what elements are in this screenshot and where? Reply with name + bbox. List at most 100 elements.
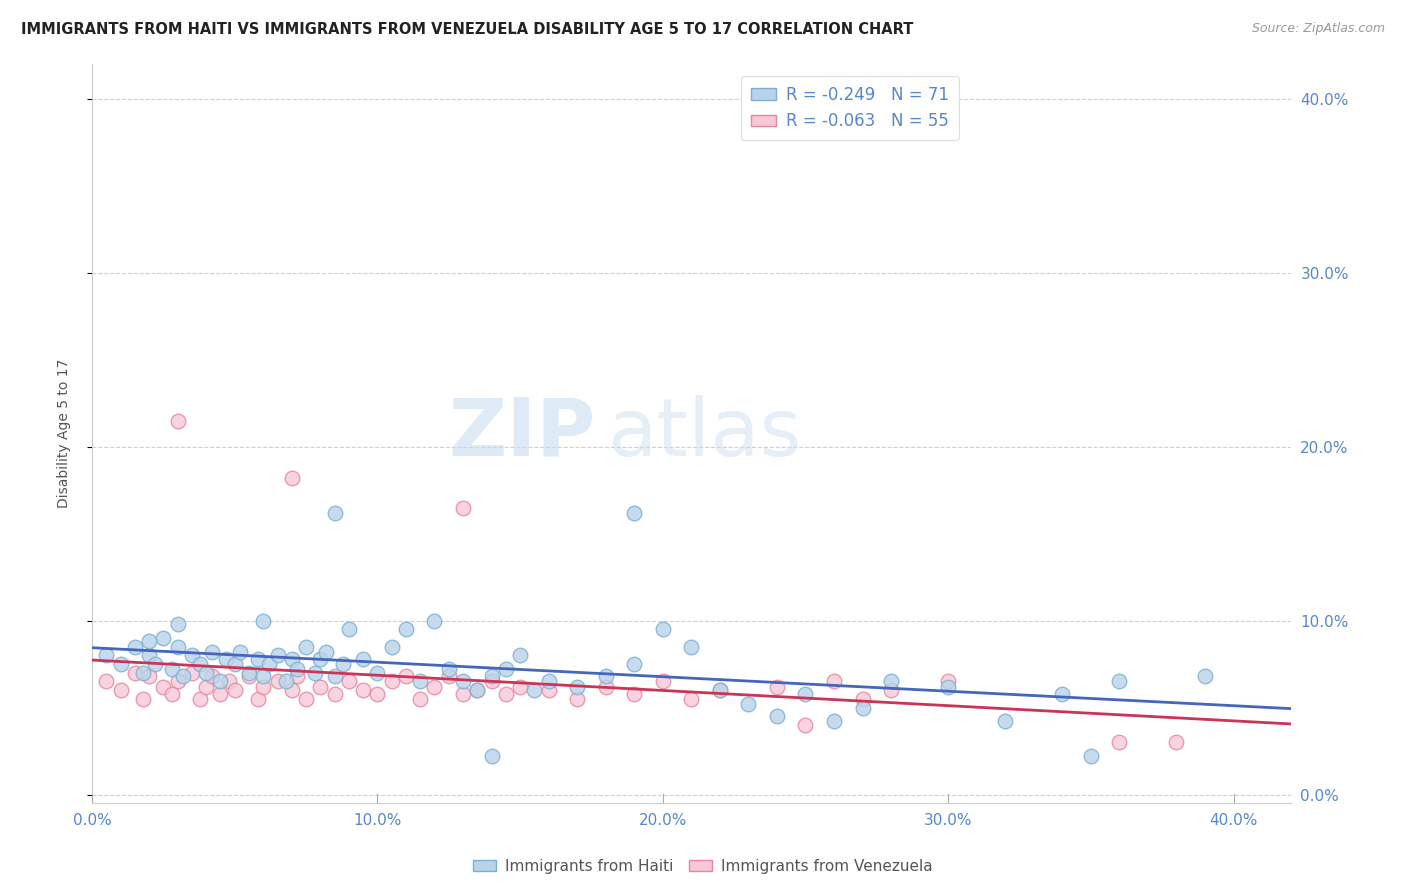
Point <box>395 669 418 683</box>
Point <box>537 674 560 689</box>
Text: ZIP: ZIP <box>449 394 595 473</box>
Point <box>437 669 460 683</box>
Point <box>252 680 274 694</box>
Point <box>332 657 354 671</box>
Point <box>152 631 174 645</box>
Point <box>495 687 517 701</box>
Point <box>409 691 432 706</box>
Point <box>381 640 404 654</box>
Point <box>451 687 474 701</box>
Point <box>252 669 274 683</box>
Point <box>195 680 218 694</box>
Point <box>366 687 388 701</box>
Point <box>266 674 288 689</box>
Point <box>166 617 188 632</box>
Point <box>138 634 160 648</box>
Point <box>709 683 731 698</box>
Point <box>281 683 304 698</box>
Point <box>190 691 212 706</box>
Point <box>451 500 474 515</box>
Point <box>209 674 232 689</box>
Point <box>737 697 759 711</box>
Point <box>281 471 304 485</box>
Y-axis label: Disability Age 5 to 17: Disability Age 5 to 17 <box>58 359 72 508</box>
Point <box>160 687 183 701</box>
Point <box>215 652 238 666</box>
Point <box>323 687 346 701</box>
Point <box>823 674 845 689</box>
Point <box>246 652 269 666</box>
Point <box>160 662 183 676</box>
Point <box>595 669 617 683</box>
Point <box>281 652 304 666</box>
Legend: R = -0.249   N = 71, R = -0.063   N = 55: R = -0.249 N = 71, R = -0.063 N = 55 <box>741 76 959 140</box>
Point <box>481 749 503 764</box>
Point <box>423 614 446 628</box>
Point <box>180 665 202 680</box>
Point <box>623 657 645 671</box>
Point <box>166 640 188 654</box>
Point <box>201 645 224 659</box>
Point <box>166 674 188 689</box>
Point <box>96 674 118 689</box>
Point <box>323 669 346 683</box>
Point <box>509 680 531 694</box>
Point <box>481 674 503 689</box>
Point <box>709 683 731 698</box>
Point <box>138 669 160 683</box>
Point <box>315 645 337 659</box>
Point <box>495 662 517 676</box>
Point <box>409 674 432 689</box>
Point <box>381 674 404 689</box>
Point <box>994 714 1017 729</box>
Point <box>1052 687 1074 701</box>
Point <box>851 700 873 714</box>
Point <box>218 674 240 689</box>
Point <box>352 652 374 666</box>
Point <box>1166 735 1188 749</box>
Point <box>1108 674 1130 689</box>
Point <box>766 680 789 694</box>
Point <box>794 718 817 732</box>
Point <box>623 506 645 520</box>
Point <box>651 674 673 689</box>
Point <box>623 687 645 701</box>
Point <box>229 645 252 659</box>
Point <box>766 709 789 723</box>
Point <box>309 680 332 694</box>
Legend: Immigrants from Haiti, Immigrants from Venezuela: Immigrants from Haiti, Immigrants from V… <box>467 853 939 880</box>
Point <box>565 680 588 694</box>
Point <box>180 648 202 663</box>
Point <box>138 648 160 663</box>
Point <box>287 669 309 683</box>
Point <box>465 683 488 698</box>
Point <box>172 669 194 683</box>
Point <box>337 674 360 689</box>
Point <box>1080 749 1102 764</box>
Point <box>423 680 446 694</box>
Point <box>132 665 155 680</box>
Point <box>880 683 903 698</box>
Point <box>509 648 531 663</box>
Point <box>252 614 274 628</box>
Point <box>152 680 174 694</box>
Point <box>465 683 488 698</box>
Point <box>96 648 118 663</box>
Point <box>124 640 146 654</box>
Point <box>304 665 326 680</box>
Point <box>851 691 873 706</box>
Point <box>238 669 260 683</box>
Point <box>295 640 318 654</box>
Point <box>595 680 617 694</box>
Point <box>201 669 224 683</box>
Point <box>1108 735 1130 749</box>
Text: atlas: atlas <box>607 394 801 473</box>
Text: Source: ZipAtlas.com: Source: ZipAtlas.com <box>1251 22 1385 36</box>
Point <box>481 669 503 683</box>
Point <box>565 691 588 706</box>
Point <box>224 683 246 698</box>
Point <box>132 691 155 706</box>
Point <box>681 640 703 654</box>
Point <box>823 714 845 729</box>
Text: IMMIGRANTS FROM HAITI VS IMMIGRANTS FROM VENEZUELA DISABILITY AGE 5 TO 17 CORREL: IMMIGRANTS FROM HAITI VS IMMIGRANTS FROM… <box>21 22 914 37</box>
